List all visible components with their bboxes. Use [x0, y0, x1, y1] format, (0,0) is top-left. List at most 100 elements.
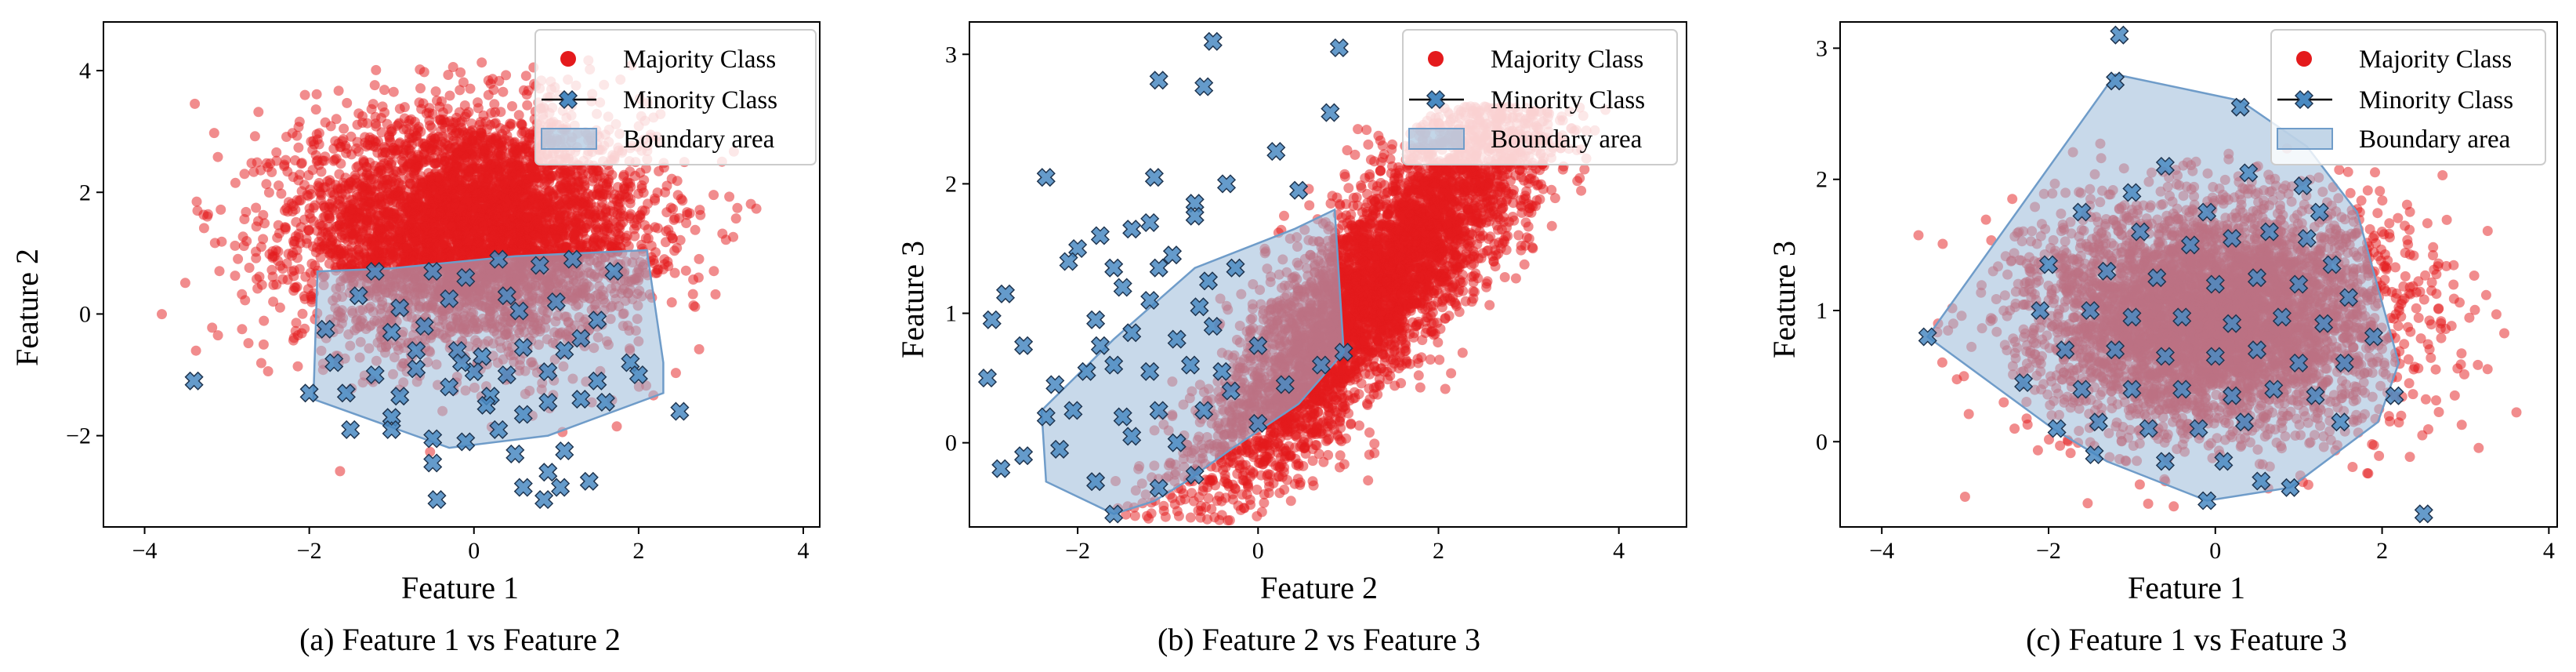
majority-point [559, 179, 570, 190]
majority-point [667, 233, 678, 244]
majority-point [371, 137, 382, 148]
majority-point [507, 147, 518, 158]
majority-point [368, 99, 379, 110]
majority-point [444, 203, 455, 213]
majority-point [387, 246, 398, 257]
majority-point [295, 195, 306, 205]
majority-point [324, 175, 335, 186]
majority-point [456, 122, 467, 133]
majority-point [601, 178, 612, 189]
majority-point [293, 122, 304, 133]
majority-point [443, 70, 454, 80]
majority-point [564, 220, 575, 231]
majority-point [444, 229, 455, 240]
majority-point [442, 104, 453, 114]
majority-point [434, 114, 445, 125]
majority-point [510, 169, 521, 180]
majority-point [531, 188, 542, 199]
majority-point [292, 282, 303, 292]
majority-point [522, 100, 533, 111]
majority-point [336, 259, 347, 270]
majority-point [618, 181, 629, 192]
majority-point [430, 86, 441, 97]
majority-point [393, 232, 404, 243]
majority-point [459, 100, 470, 111]
majority-point [458, 77, 469, 88]
majority-point [258, 209, 269, 220]
majority-point [433, 173, 444, 183]
majority-point [670, 368, 681, 379]
majority-point [320, 151, 331, 162]
majority-point [411, 226, 422, 237]
majority-point [366, 184, 377, 195]
majority-point [447, 220, 458, 231]
majority-point [352, 119, 363, 130]
majority-point [473, 97, 483, 108]
majority-point [573, 177, 584, 187]
majority-point [393, 186, 404, 197]
majority-point [549, 212, 559, 223]
majority-point [669, 245, 680, 256]
majority-point [303, 224, 313, 235]
majority-point [478, 110, 489, 121]
majority-point [573, 227, 584, 238]
majority-point [498, 86, 509, 97]
majority-point [276, 188, 287, 199]
majority-point [547, 170, 558, 181]
majority-point [291, 318, 302, 329]
majority-point [292, 252, 303, 263]
majority-point [377, 147, 388, 158]
majority-point [483, 143, 494, 154]
majority-point [501, 70, 512, 81]
majority-point [643, 233, 654, 244]
majority-point [385, 207, 396, 218]
majority-point [420, 247, 431, 258]
majority-point [643, 224, 654, 234]
majority-point [612, 209, 623, 220]
majority-point [404, 178, 415, 189]
majority-point [649, 258, 660, 269]
majority-point [541, 224, 552, 235]
majority-point [325, 187, 336, 198]
majority-point [216, 204, 226, 215]
majority-point [554, 238, 564, 249]
majority-point [751, 203, 762, 214]
majority-point [346, 227, 357, 238]
majority-point [565, 169, 576, 180]
majority-point [486, 107, 497, 118]
majority-point [377, 101, 388, 112]
majority-point [520, 71, 531, 82]
majority-point [372, 210, 383, 221]
majority-point [594, 170, 605, 181]
majority-point [427, 137, 437, 148]
majority-point [571, 198, 582, 209]
majority-point [339, 123, 350, 134]
majority-point [652, 223, 663, 234]
majority-point [405, 254, 416, 265]
majority-point [238, 241, 249, 252]
majority-point [233, 253, 244, 264]
majority-point [259, 315, 270, 326]
majority-point [385, 136, 396, 147]
majority-point [240, 295, 251, 306]
majority-point [267, 271, 278, 282]
majority-point [441, 162, 452, 173]
majority-point [420, 207, 431, 218]
majority-point [611, 421, 622, 432]
majority-point [255, 358, 266, 369]
majority-point [507, 101, 517, 111]
majority-point [665, 202, 676, 213]
majority-point [694, 343, 705, 354]
minority-points [184, 249, 690, 510]
majority-point [251, 202, 262, 213]
majority-point [352, 136, 363, 147]
majority-point [666, 173, 677, 184]
majority-point [499, 134, 510, 144]
majority-point [407, 237, 418, 248]
majority-point [252, 157, 263, 168]
majority-point [372, 225, 383, 236]
majority-point [315, 252, 326, 263]
majority-point [328, 155, 339, 166]
majority-point [360, 252, 371, 263]
majority-point [693, 272, 704, 283]
